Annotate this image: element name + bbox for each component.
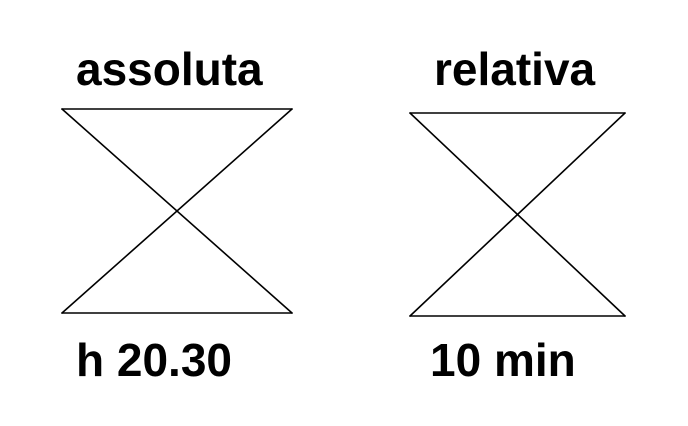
relative-title: relativa	[434, 43, 596, 95]
absolute-value: h 20.30	[76, 334, 232, 386]
hourglass-icon	[409, 112, 626, 317]
hourglass-diagonal-b	[409, 112, 626, 317]
absolute-title: assoluta	[76, 43, 263, 95]
hourglass-icon	[61, 108, 293, 314]
relative-value: 10 min	[430, 334, 576, 386]
hourglass-diagonal-b	[61, 108, 293, 314]
